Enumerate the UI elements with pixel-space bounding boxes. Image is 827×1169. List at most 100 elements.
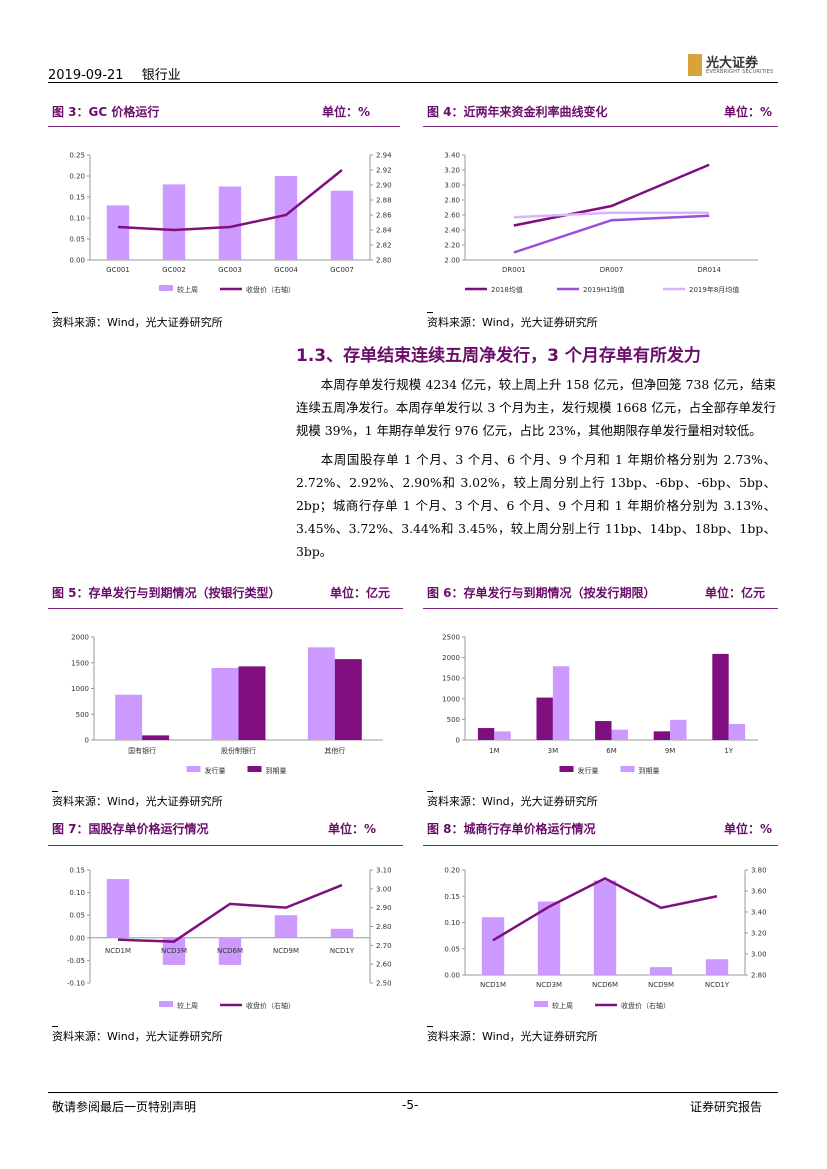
y-tick-label: 0.15 [69, 194, 85, 202]
footer-report-type: 证券研究报告 [690, 1100, 763, 1114]
legend-label: 2018均值 [491, 285, 523, 294]
legend-label: 较上周 [177, 1001, 198, 1010]
bar [106, 205, 130, 260]
y-tick-label: 0 [85, 737, 89, 745]
x-tick-label: 1M [489, 747, 500, 755]
fig8-title: 图 8：城商行存单价格运行情况 [427, 822, 596, 836]
y2-tick-label: 2.80 [376, 257, 392, 265]
fig7-unit: 单位：% [328, 822, 377, 836]
y-tick-label: 2.40 [444, 227, 460, 235]
bar [670, 719, 687, 740]
y2-tick-label: 3.60 [751, 888, 767, 896]
fig8-rule [423, 845, 778, 846]
fig7-source: 资料来源：Wind，光大证券研究所 [52, 1030, 223, 1043]
y-tick-label: 2.80 [444, 197, 460, 205]
bar [274, 915, 298, 938]
bar [611, 729, 628, 740]
fig7-rule [48, 845, 403, 846]
x-tick-label: NCD9M [648, 981, 674, 989]
legend-label: 收盘价（右轴） [246, 285, 295, 294]
y-tick-label: 0.10 [69, 889, 85, 897]
x-tick-label: NCD1M [480, 981, 506, 989]
fig4-source-mark [427, 312, 433, 313]
bar [537, 901, 561, 975]
fig7-title: 图 7：国股存单价格运行情况 [52, 822, 209, 836]
bar [712, 653, 729, 740]
y-tick-label: 2500 [442, 634, 460, 642]
bar [106, 879, 130, 938]
y-tick-label: 2.00 [444, 257, 460, 265]
bar [211, 667, 239, 740]
logo-text: 光大证券 [706, 56, 759, 71]
bar [653, 731, 671, 740]
y2-tick-label: 2.60 [376, 961, 392, 969]
x-tick-label: GC007 [330, 266, 354, 274]
y-tick-label: 0.10 [69, 215, 85, 223]
y-tick-label: 0.15 [444, 893, 460, 901]
legend-swatch [247, 766, 262, 772]
x-tick-label: NCD6M [217, 947, 243, 955]
y2-tick-label: 2.50 [376, 980, 392, 988]
fig4-source: 资料来源：Wind，光大证券研究所 [427, 316, 598, 329]
y-tick-label: 3.40 [444, 152, 460, 160]
legend-label: 到期量 [639, 767, 660, 775]
line-series [117, 883, 343, 943]
fig8-source-mark [427, 1026, 433, 1027]
x-tick-label: NCD6M [592, 981, 618, 989]
y-tick-label: 0.10 [444, 919, 460, 927]
x-tick-label: 3M [548, 747, 559, 755]
y-tick-label: 2000 [71, 634, 89, 642]
fig6-title: 图 6：存单发行与到期情况（按发行期限） [427, 586, 656, 600]
y-tick-label: 0.05 [69, 912, 85, 920]
fig5-source: 资料来源：Wind，光大证券研究所 [52, 795, 223, 808]
x-tick-label: GC001 [106, 266, 130, 274]
page-number: -5- [402, 1098, 419, 1112]
y-tick-label: 0.20 [69, 173, 85, 181]
fig6-source-mark [427, 791, 433, 792]
fig5-title: 图 5：存单发行与到期情况（按银行类型） [52, 586, 281, 600]
x-tick-label: 国有银行 [128, 746, 156, 755]
paragraph: 本周国股存单 1 个月、3 个月、6 个月、9 个月和 1 年期价格分别为 2.… [296, 452, 776, 559]
x-tick-label: DR001 [502, 266, 526, 274]
legend-swatch [559, 766, 574, 772]
section-heading: 1.3、存单结束连续五周净发行，3 个月存单有所发力 [296, 346, 701, 366]
y-tick-label: 2000 [442, 654, 460, 662]
x-tick-label: NCD9M [273, 947, 299, 955]
bar [162, 937, 186, 965]
line-series [117, 169, 343, 232]
fig3-unit: 单位：% [322, 105, 371, 119]
bar [218, 186, 242, 260]
footer-disclaimer: 敬请参阅最后一页特别声明 [52, 1100, 197, 1114]
line-series [492, 876, 718, 942]
y-tick-label: 0.00 [69, 934, 85, 942]
x-tick-label: 1Y [724, 747, 733, 755]
bar [649, 967, 673, 975]
legend-swatch [159, 1001, 173, 1007]
fig3-rule [48, 126, 400, 127]
bar [477, 728, 495, 740]
legend-label: 2019H1均值 [583, 285, 625, 294]
y2-tick-label: 2.80 [376, 923, 392, 931]
y2-tick-label: 2.90 [376, 182, 392, 190]
y-tick-label: 0.00 [444, 972, 460, 980]
fig3-source: 资料来源：Wind，光大证券研究所 [52, 316, 223, 329]
y-tick-label: 0.05 [444, 945, 460, 953]
line-series [513, 211, 710, 219]
bar [728, 723, 746, 740]
y-tick-label: 0.00 [69, 257, 85, 265]
y-tick-label: 3.00 [444, 182, 460, 190]
x-tick-label: NCD3M [536, 981, 562, 989]
logo-subtext: EVERBRIGHT SECURITIES [706, 69, 774, 75]
fig6-unit: 单位：亿元 [705, 586, 766, 600]
legend-label: 收盘价（右轴） [621, 1001, 670, 1010]
legend-label: 发行量 [578, 766, 599, 775]
y2-tick-label: 2.84 [376, 227, 392, 235]
y2-tick-label: 3.80 [751, 867, 767, 875]
y2-tick-label: 2.82 [376, 242, 392, 250]
section-body: 本周存单发行规模 4234 亿元，较上周上升 158 亿元，但净回笼 738 亿… [296, 373, 776, 569]
y-tick-label: 3.20 [444, 167, 460, 175]
legend-swatch [620, 766, 635, 772]
legend-swatch [159, 285, 173, 291]
bar [162, 184, 186, 260]
x-tick-label: NCD3M [161, 947, 187, 955]
